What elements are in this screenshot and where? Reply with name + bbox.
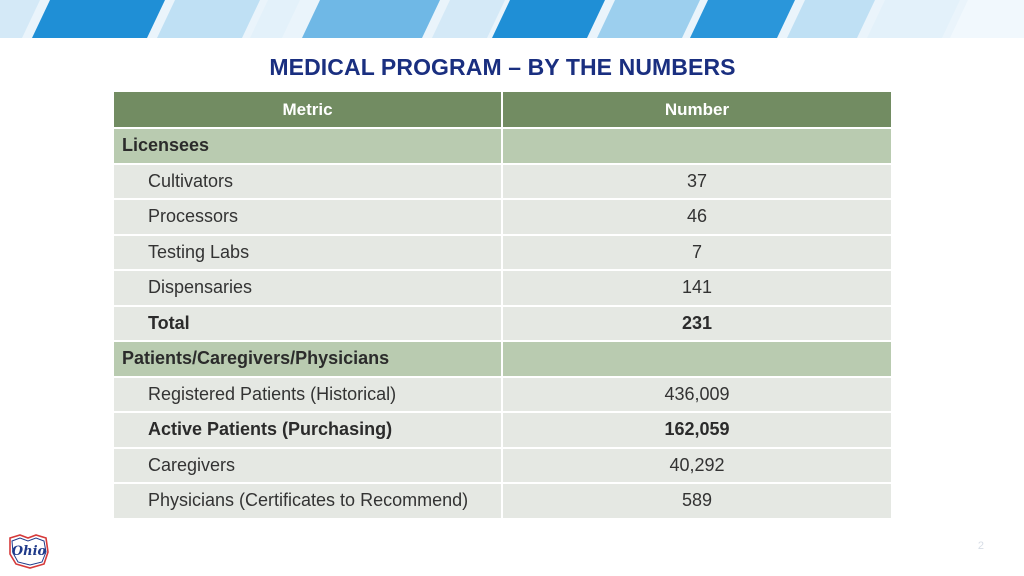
column-header-metric: Metric [114, 92, 503, 129]
section-empty-cell [502, 128, 891, 165]
metric-cell: Dispensaries [114, 270, 503, 307]
slide-title: MEDICAL PROGRAM – BY THE NUMBERS [269, 54, 736, 80]
number-cell: 436,009 [502, 376, 891, 413]
ohio-logo: Ohio [6, 532, 52, 570]
table-row: Caregivers 40,292 [114, 447, 891, 484]
metric-cell: Registered Patients (Historical) [114, 376, 503, 413]
section-row-patients: Patients/Caregivers/Physicians [114, 341, 891, 378]
section-empty-cell [502, 341, 891, 378]
metric-cell: Caregivers [114, 447, 503, 484]
section-label: Patients/Caregivers/Physicians [114, 341, 503, 378]
banner-stripes [0, 0, 1024, 38]
metric-cell: Testing Labs [114, 234, 503, 271]
metrics-table: Metric Number Licensees Cultivators 37 P… [114, 92, 891, 520]
decorative-banner [0, 0, 1024, 38]
metric-cell: Physicians (Certificates to Recommend) [114, 483, 503, 520]
table-row-total: Total 231 [114, 305, 891, 342]
metric-cell: Processors [114, 199, 503, 236]
column-header-number: Number [502, 92, 891, 129]
table-row: Registered Patients (Historical) 436,009 [114, 376, 891, 413]
metric-cell: Cultivators [114, 163, 503, 200]
table-row-active-patients: Active Patients (Purchasing) 162,059 [114, 412, 891, 449]
section-label: Licensees [114, 128, 503, 165]
number-cell: 589 [502, 483, 891, 520]
number-cell: 40,292 [502, 447, 891, 484]
number-cell: 7 [502, 234, 891, 271]
table-row: Dispensaries 141 [114, 270, 891, 307]
number-cell: 231 [502, 305, 891, 342]
number-cell: 37 [502, 163, 891, 200]
number-cell: 141 [502, 270, 891, 307]
table-row: Testing Labs 7 [114, 234, 891, 271]
table-row: Processors 46 [114, 199, 891, 236]
section-row-licensees: Licensees [114, 128, 891, 165]
number-cell: 46 [502, 199, 891, 236]
ohio-logo-icon: Ohio [9, 534, 49, 569]
metric-cell: Active Patients (Purchasing) [114, 412, 503, 449]
table-row: Cultivators 37 [114, 163, 891, 200]
table-header-row: Metric Number [114, 92, 891, 129]
number-cell: 162,059 [502, 412, 891, 449]
table-row: Physicians (Certificates to Recommend) 5… [114, 483, 891, 520]
logo-text: Ohio [12, 544, 47, 559]
page-number: 2 [977, 540, 984, 552]
metric-cell: Total [114, 305, 503, 342]
